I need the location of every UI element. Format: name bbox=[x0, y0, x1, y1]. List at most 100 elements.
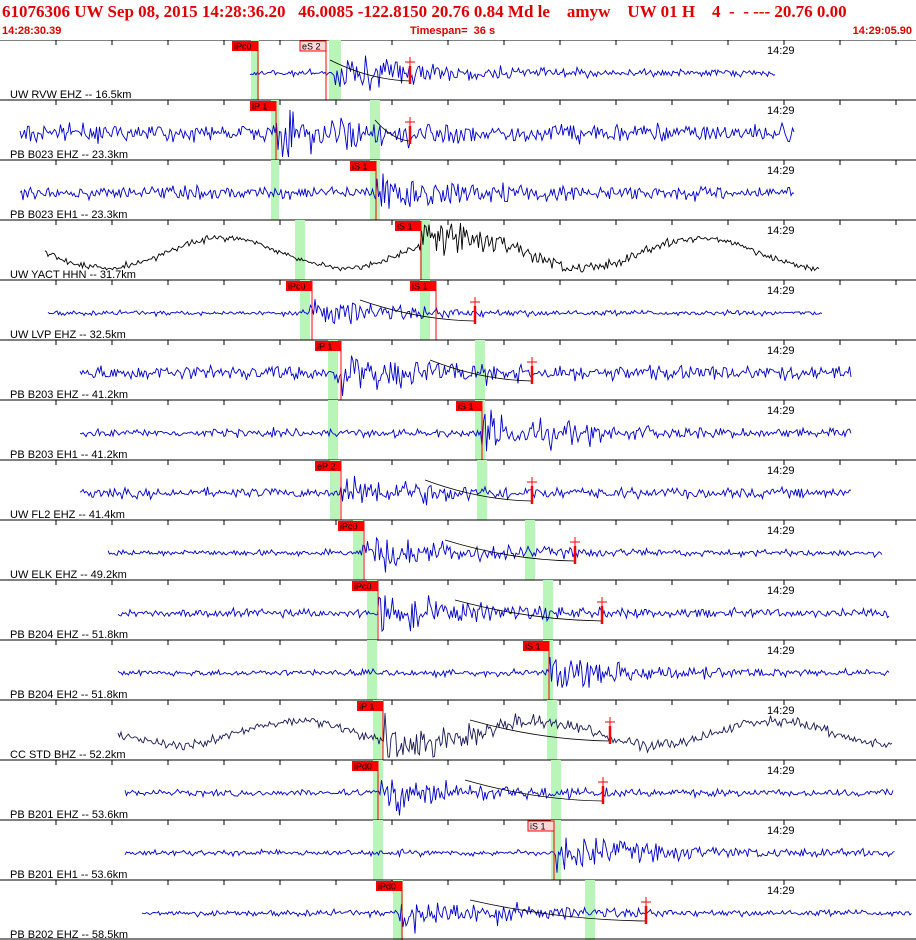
pick-tag-label: eP 2 bbox=[317, 462, 335, 472]
pick-window-bar bbox=[373, 700, 383, 760]
pick-window-bar bbox=[367, 640, 377, 700]
channel-row: 14:29 iPc0 PB B204 EHZ -- 51.8km bbox=[0, 579, 916, 641]
minute-label: 14:29 bbox=[767, 285, 795, 297]
minute-label: 14:29 bbox=[767, 345, 795, 357]
pick-tag: iPd0 bbox=[376, 881, 403, 940]
waveform-trace bbox=[117, 595, 890, 633]
coda-decay-curve bbox=[374, 119, 411, 142]
waveform-trace bbox=[117, 656, 890, 689]
pick-window-bar bbox=[300, 280, 310, 340]
pick-window-bar bbox=[543, 640, 553, 700]
pick-tag-box bbox=[523, 641, 549, 651]
channel-label: PB B201 EHZ -- 53.6km bbox=[10, 809, 128, 821]
pick-tag-box bbox=[338, 521, 364, 531]
pick-tag-label: iS 1 bbox=[530, 822, 546, 832]
pick-window-bar bbox=[330, 460, 340, 520]
pick-tag-label: iS 1 bbox=[458, 402, 474, 412]
channel-row: 14:29 iPc0 UW ELK EHZ -- 49.2km bbox=[0, 519, 916, 581]
waveform-trace bbox=[124, 779, 894, 816]
pick-window-bar bbox=[551, 760, 561, 820]
pick-tag-label: iS 1 bbox=[412, 282, 428, 292]
channel-label: UW FL2 EHZ -- 41.4km bbox=[10, 509, 125, 521]
start-time-label: 14:28:30.39 bbox=[2, 25, 62, 37]
timespan-label: Timespan= 36 s bbox=[410, 25, 496, 37]
channel-row: 14:29 iPd0 PB B202 EHZ -- 58.5km bbox=[0, 879, 916, 940]
pick-tag-label: eS 2 bbox=[302, 42, 321, 52]
pick-window-bar bbox=[328, 400, 338, 460]
channel-row: 14:29 eP 2 UW FL2 EHZ -- 41.4km bbox=[0, 459, 916, 521]
pick-tag-box bbox=[250, 101, 276, 111]
pick-window-bar bbox=[373, 820, 383, 880]
channel-label: CC STD BHZ -- 52.2km bbox=[10, 749, 126, 761]
waveform-trace bbox=[79, 355, 852, 396]
pick-tag: iS 1 bbox=[350, 161, 377, 220]
pick-tag: iS 1 bbox=[410, 281, 437, 340]
pick-tag: eP 2 bbox=[315, 461, 342, 520]
pick-window-bar bbox=[393, 880, 403, 940]
pick-tag: iS 1 bbox=[523, 641, 550, 700]
coda-decay-curve bbox=[424, 479, 533, 502]
pick-tag-label: iPc0 bbox=[234, 42, 252, 52]
waveform-trace bbox=[19, 173, 795, 209]
pick-tag-label: iP 1 bbox=[317, 342, 332, 352]
minute-label: 14:29 bbox=[767, 405, 795, 417]
pick-tag-box bbox=[352, 581, 378, 591]
channel-row: 14:29 iPc0 eS 2 UW RVW EHZ -- 16.5km bbox=[0, 40, 916, 101]
minute-label: 14:29 bbox=[767, 645, 795, 657]
coda-decay-curve bbox=[429, 359, 533, 382]
channel-label: PB B204 EHZ -- 51.8km bbox=[10, 629, 128, 641]
event-header: 61076306 UW Sep 08, 2015 14:28:36.20 46.… bbox=[0, 0, 916, 40]
pick-tag-label: iPd0 bbox=[378, 882, 396, 892]
coda-decay-curve bbox=[444, 539, 576, 562]
pick-window-bar bbox=[475, 340, 485, 400]
pick-tag: iS 1 bbox=[456, 401, 483, 460]
waveform-trace bbox=[44, 222, 820, 273]
pick-tag-box bbox=[395, 221, 421, 231]
channel-label: PB B204 EH2 -- 51.8km bbox=[10, 689, 127, 701]
channel-row: 14:29 iS 1 UW YACT HHN -- 31.7km bbox=[0, 219, 916, 281]
minute-label: 14:29 bbox=[767, 105, 795, 117]
event-title: 61076306 UW Sep 08, 2015 14:28:36.20 46.… bbox=[2, 2, 847, 21]
channel-row: 14:29 iS 1 PB B203 EH1 -- 41.2km bbox=[0, 399, 916, 461]
pick-window-bar bbox=[295, 220, 305, 280]
pick-tag-box bbox=[376, 881, 402, 891]
channel-label: UW YACT HHN -- 31.7km bbox=[10, 269, 136, 281]
minute-label: 14:29 bbox=[767, 885, 795, 897]
pick-window-bar bbox=[551, 820, 561, 880]
coda-decay-curve bbox=[329, 59, 411, 82]
pick-window-bar bbox=[367, 580, 377, 640]
pick-tag-label: iPc0 bbox=[354, 582, 372, 592]
pick-window-bar bbox=[328, 340, 338, 400]
pick-tag-box bbox=[350, 161, 376, 171]
channel-row: 14:29 iS 1 PB B201 EH1 -- 53.6km bbox=[0, 819, 916, 881]
pick-tag-label: iP 1 bbox=[359, 702, 374, 712]
pick-window-bar bbox=[251, 40, 259, 100]
pick-tag-box bbox=[286, 281, 312, 291]
coda-decay-curve bbox=[454, 599, 603, 622]
seismogram-panel[interactable]: 14:29 iPc0 eS 2 UW RVW EHZ -- 16.5km 14:29 iP… bbox=[0, 40, 916, 940]
pick-window-bar bbox=[329, 40, 341, 100]
channel-row: 14:29 iP 1 PB B203 EHZ -- 41.2km bbox=[0, 339, 916, 401]
pick-tag-box bbox=[410, 281, 436, 291]
waveform-trace bbox=[249, 55, 776, 91]
coda-decay-curve bbox=[464, 779, 604, 802]
pick-tag: iP 1 bbox=[315, 341, 342, 400]
coda-decay-curve bbox=[359, 299, 476, 322]
waveform-trace bbox=[124, 837, 895, 873]
pick-tag: iPc0 bbox=[232, 41, 259, 100]
minute-label: 14:29 bbox=[767, 465, 795, 477]
pick-tag: iP 1 bbox=[357, 701, 384, 760]
minute-label: 14:29 bbox=[767, 225, 795, 237]
minute-label: 14:29 bbox=[767, 45, 795, 57]
pick-window-bar bbox=[585, 880, 595, 940]
channel-row: 14:29 iPd0 PB B201 EHZ -- 53.6km bbox=[0, 759, 916, 821]
channel-row: 14:29 iS 1 PB B204 EH2 -- 51.8km bbox=[0, 639, 916, 701]
coda-decay-curve bbox=[469, 899, 647, 922]
pick-tag-label: iS 1 bbox=[525, 642, 541, 652]
pick-window-bar bbox=[525, 520, 535, 580]
waveform-trace bbox=[47, 299, 823, 325]
pick-tag-box bbox=[315, 341, 341, 351]
pick-tag-label: iPd0 bbox=[354, 762, 372, 772]
pick-tag-box bbox=[232, 41, 258, 51]
pick-window-bar bbox=[543, 580, 553, 640]
